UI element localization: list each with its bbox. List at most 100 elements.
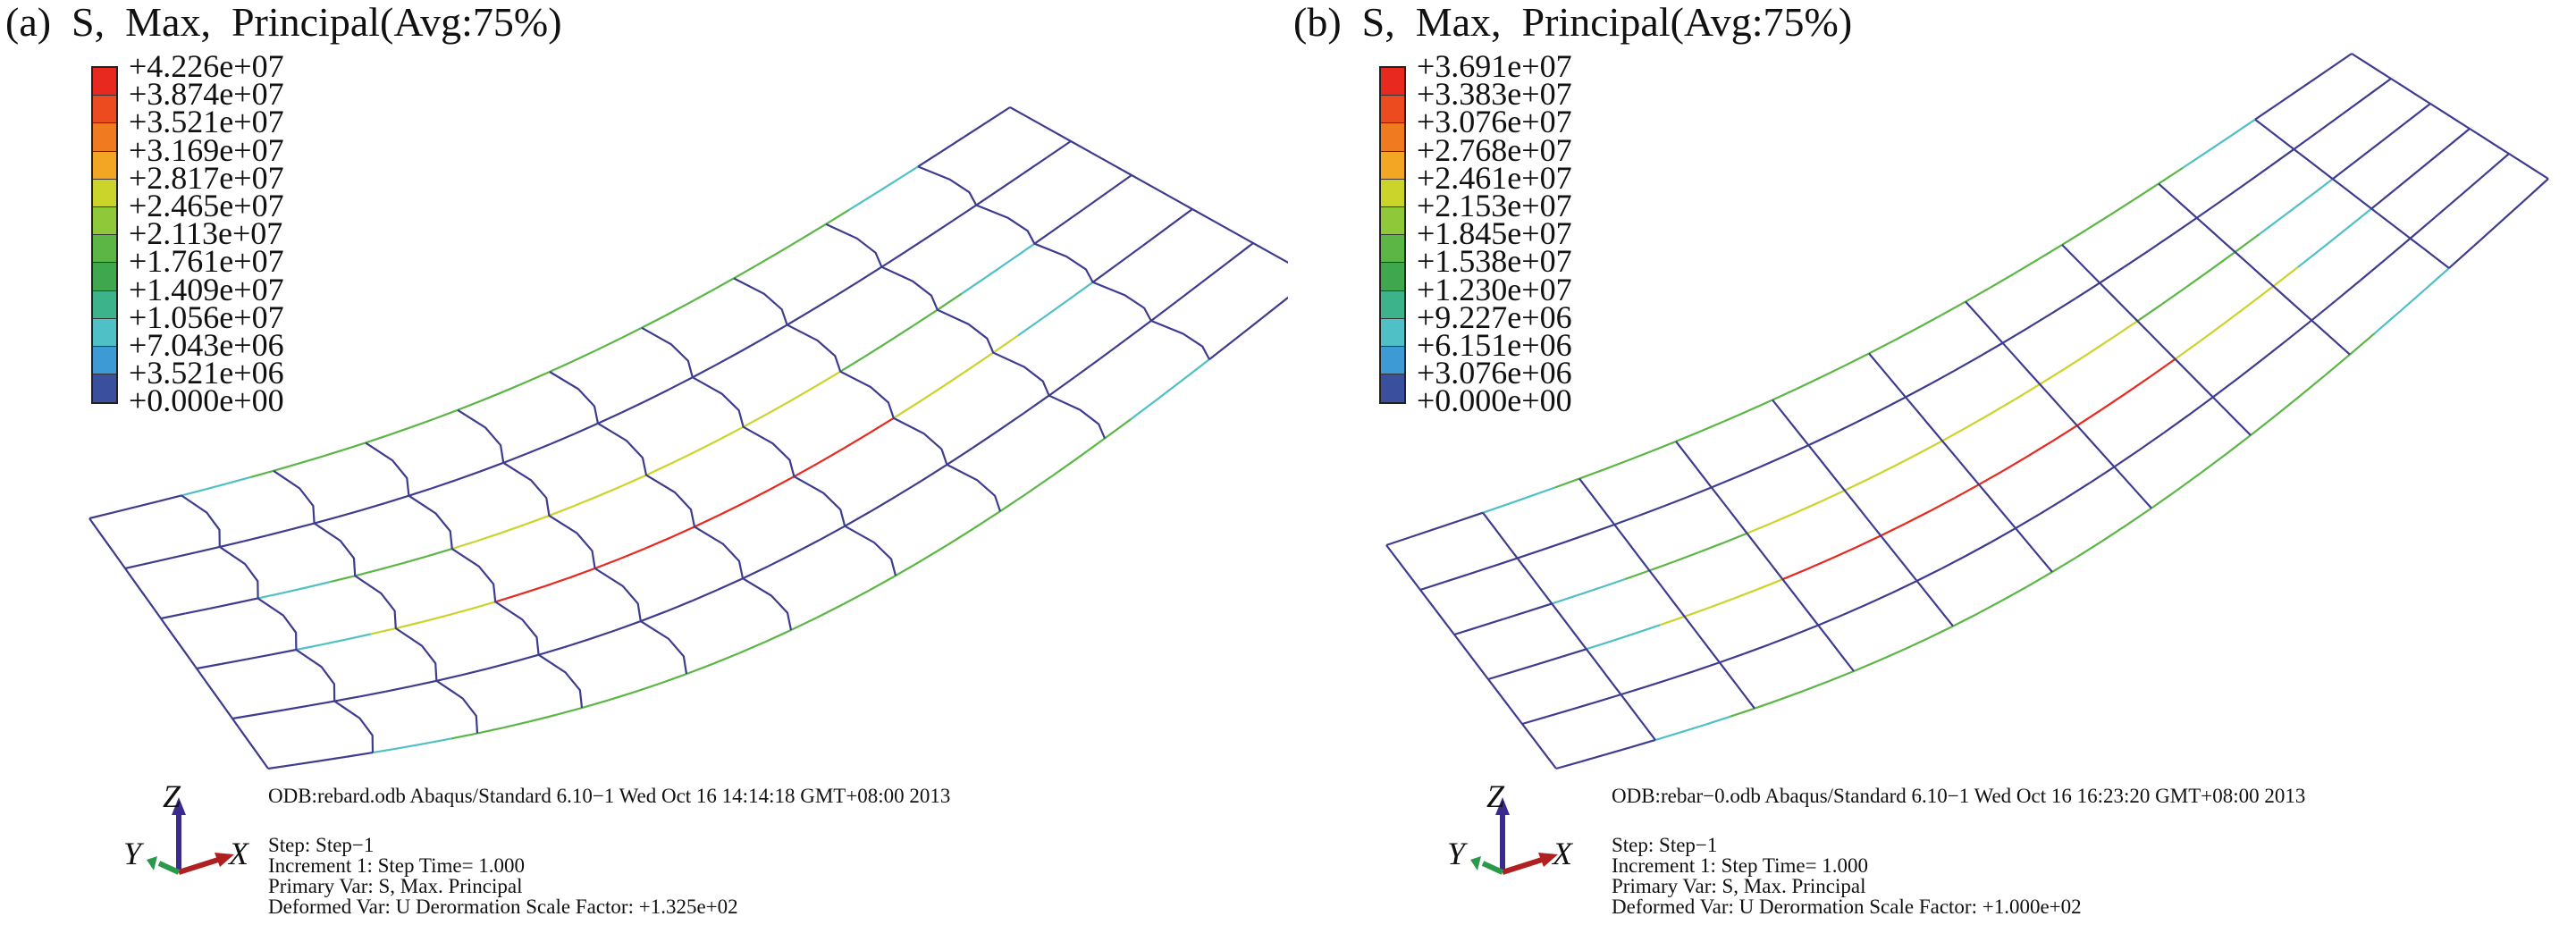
- mesh-edge: [2423, 267, 2450, 291]
- mesh-edge: [2398, 289, 2425, 313]
- mesh-edge: [445, 608, 471, 618]
- mesh-edge: [894, 165, 919, 182]
- mesh-edge: [710, 277, 735, 292]
- mesh-edge: [319, 449, 343, 458]
- mesh-edge: [1708, 597, 1734, 610]
- mesh-edge: [664, 302, 689, 317]
- mesh-edge: [1817, 613, 1844, 626]
- mesh-edge: [1868, 466, 1894, 480]
- step-info: Step: Step−1 Increment 1: Step Time= 1.0…: [268, 835, 738, 917]
- mesh-edge: [282, 586, 307, 594]
- mesh-edge: [1853, 660, 1880, 673]
- mesh-edge: [870, 495, 897, 513]
- mesh-edge: [461, 668, 488, 677]
- mesh-edge: [1624, 569, 1650, 581]
- mesh-edge: [863, 341, 890, 357]
- mesh-edge: [420, 615, 446, 624]
- mesh-edge: [1073, 357, 1101, 379]
- mesh-edge: [2174, 341, 2201, 360]
- mesh-edge: [1675, 430, 1701, 442]
- mesh-edge: [2332, 159, 2358, 181]
- mesh-edge: [1684, 606, 1710, 618]
- mesh-edge: [290, 522, 315, 531]
- mesh-edge: [204, 482, 228, 491]
- mesh-edge: [1820, 365, 1846, 379]
- mesh-edge: [1796, 376, 1822, 391]
- mesh-edge: [209, 602, 234, 610]
- step-info: Step: Step−1 Increment 1: Step Time= 1.0…: [1612, 835, 2082, 917]
- mesh-edge: [999, 492, 1027, 512]
- axis-x-label: X: [1553, 836, 1572, 871]
- contour-legend: +3.691e+07 +3.383e+07 +3.076e+07 +2.768e+07…: [1374, 50, 1785, 436]
- mesh-edge: [1156, 378, 1184, 400]
- mesh-edge: [1679, 723, 1705, 734]
- mesh-edge: [500, 523, 526, 534]
- mesh-edge: [124, 562, 149, 570]
- mesh-edge: [715, 350, 741, 366]
- mesh-edge: [1757, 578, 1783, 591]
- mesh-edge: [408, 487, 434, 497]
- mesh-edge: [1234, 317, 1263, 341]
- mesh-edge: [1458, 511, 1484, 522]
- mesh-edge: [1578, 468, 1604, 480]
- deformed-mesh-b: [1385, 53, 2549, 770]
- legend-value: +0.000e+00: [129, 383, 284, 419]
- mesh-edge: [1530, 486, 1556, 498]
- mesh-edge: [2385, 237, 2412, 260]
- legend-value: +3.076e+07: [1417, 104, 1572, 140]
- mesh-edge: [2366, 78, 2392, 97]
- mesh-edge: [1878, 649, 1904, 662]
- mesh-edge: [2349, 332, 2376, 356]
- legend-swatch: [1381, 96, 1404, 124]
- mesh-edge: [1711, 476, 1737, 489]
- mesh-edge: [686, 662, 713, 676]
- mesh-edge: [986, 106, 1011, 123]
- mesh-edge: [2076, 540, 2103, 559]
- mesh-edge: [233, 597, 258, 605]
- mesh-edge: [756, 250, 781, 266]
- mesh-edge: [450, 732, 478, 740]
- mesh-edge: [947, 527, 975, 546]
- mesh-edge: [1991, 398, 2016, 415]
- mesh-edge: [1506, 494, 1532, 506]
- mesh-edge: [2126, 507, 2152, 526]
- mesh-edge: [779, 237, 804, 253]
- mesh-edge: [1009, 106, 1288, 265]
- mesh-edge: [2434, 195, 2461, 219]
- mesh-edge: [196, 662, 223, 670]
- mesh-edge: [487, 660, 514, 670]
- mesh-edge: [1990, 527, 2016, 543]
- mesh-edge: [2311, 299, 2337, 322]
- mesh-edge: [2088, 336, 2114, 355]
- mesh-edge: [660, 673, 687, 685]
- mesh-edge: [1477, 618, 1503, 628]
- mesh-edge: [1419, 581, 1445, 592]
- mesh-edge: [538, 646, 565, 656]
- mesh-edge: [2483, 153, 2510, 176]
- mesh-edge: [2123, 249, 2150, 268]
- mesh-edge: [1017, 316, 1044, 337]
- mesh-edge: [1670, 669, 1696, 680]
- mesh-edge: [1806, 557, 1832, 570]
- mesh-edge: [354, 568, 380, 577]
- mesh-edge: [1916, 314, 1942, 330]
- mesh-edge: [572, 349, 596, 363]
- mesh-edge: [1410, 527, 1435, 539]
- legend-value: +2.465e+07: [129, 188, 284, 223]
- mesh-edge: [2026, 312, 2052, 330]
- mesh-edge: [819, 525, 846, 542]
- mesh-edge: [361, 501, 386, 511]
- mesh-edge: [2234, 233, 2260, 253]
- mesh-edge: [112, 506, 136, 514]
- mesh-edge: [88, 517, 269, 769]
- mesh-edge: [1989, 273, 2015, 290]
- mesh-edge: [246, 653, 272, 660]
- mesh-edge: [160, 612, 186, 620]
- mesh-edge: [1541, 541, 1567, 551]
- mesh-edge: [843, 433, 870, 450]
- mesh-edge: [975, 188, 1001, 206]
- mesh-edge: [184, 607, 210, 615]
- mesh-edge: [2395, 168, 2421, 190]
- mesh-edge: [267, 763, 295, 770]
- mesh-edge: [1124, 320, 1152, 341]
